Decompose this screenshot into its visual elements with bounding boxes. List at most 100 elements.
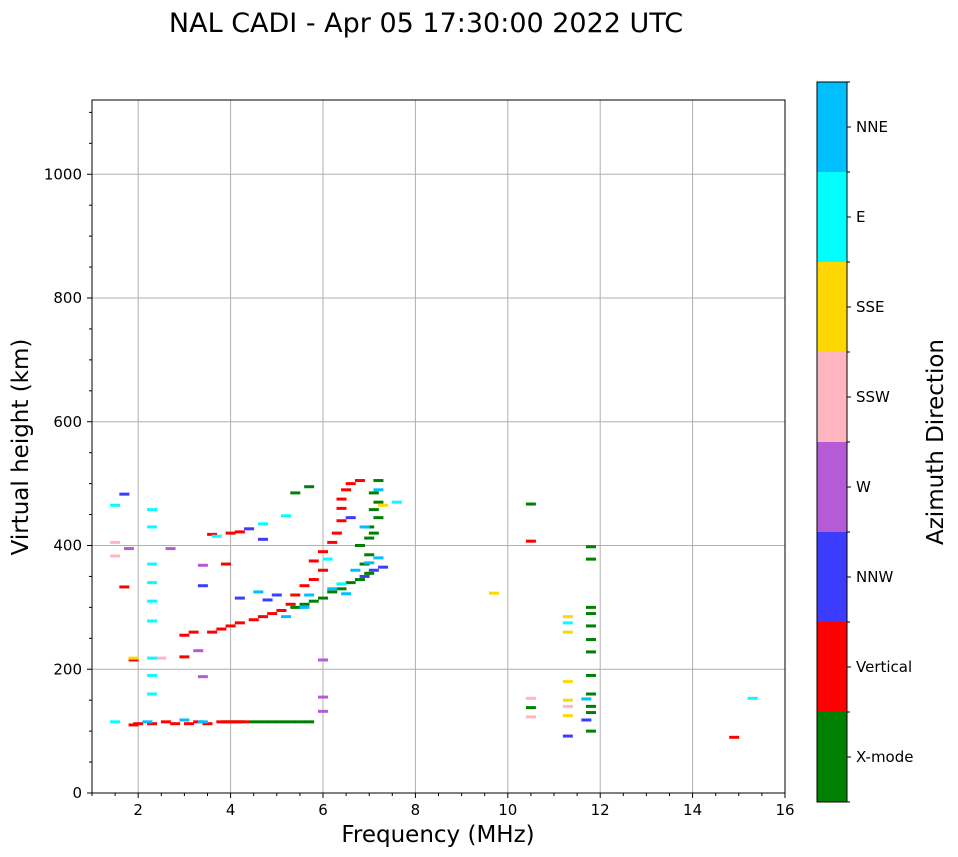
data-point-vertical xyxy=(202,722,213,726)
grid-lines xyxy=(92,100,786,794)
data-point-sse xyxy=(562,714,573,718)
data-point-e xyxy=(391,500,402,504)
data-point-x-mode xyxy=(373,479,384,483)
data-point-vertical xyxy=(230,720,241,724)
data-point-e xyxy=(147,508,158,512)
data-point-x-mode xyxy=(257,720,268,724)
data-point-nne xyxy=(253,590,264,594)
data-point-x-mode xyxy=(585,545,596,549)
data-point-x-mode xyxy=(364,536,375,540)
data-point-x-mode xyxy=(585,638,596,642)
data-point-sse xyxy=(562,630,573,634)
colorbar-segment xyxy=(817,442,847,532)
data-point-vertical xyxy=(525,539,536,543)
data-point-e xyxy=(110,503,121,507)
data-point-nne xyxy=(197,720,208,724)
data-point-nne xyxy=(581,697,592,701)
data-point-ssw xyxy=(562,704,573,708)
y-axis-label: Virtual height (km) xyxy=(8,339,34,556)
data-point-ssw xyxy=(110,554,121,558)
data-point-vertical xyxy=(220,562,231,566)
data-point-x-mode xyxy=(290,605,301,609)
data-point-vertical xyxy=(184,722,195,726)
data-point-sse xyxy=(488,591,499,595)
y-axis-ticks: 0 200 400 600 800 1000 xyxy=(44,111,92,802)
data-point-x-mode xyxy=(285,720,296,724)
data-point-x-mode xyxy=(267,720,278,724)
data-point-sse xyxy=(562,680,573,684)
colorbar-tick-label: E xyxy=(856,208,865,226)
data-point-x-mode xyxy=(248,720,259,724)
data-point-vertical xyxy=(188,630,199,634)
data-point-nne xyxy=(350,568,361,572)
data-point-x-mode xyxy=(327,590,338,594)
colorbar-tick-label: W xyxy=(856,478,871,496)
data-point-nne xyxy=(373,488,384,492)
data-point-vertical xyxy=(290,593,301,597)
colorbar-segment xyxy=(817,712,847,802)
y-tick-label: 800 xyxy=(53,289,82,307)
data-point-x-mode xyxy=(354,578,365,582)
data-point-nnw xyxy=(581,718,592,722)
data-point-e xyxy=(110,720,121,724)
data-point-x-mode xyxy=(585,704,596,708)
data-point-e xyxy=(336,582,347,586)
colorbar-tick-label: X-mode xyxy=(856,748,913,766)
colorbar-tick-label: NNE xyxy=(856,118,888,136)
data-point-nne xyxy=(327,587,338,591)
x-tick-label: 12 xyxy=(591,801,610,819)
data-point-nnw xyxy=(359,574,370,578)
data-point-e xyxy=(562,621,573,625)
data-point-x-mode xyxy=(304,720,315,724)
data-point-ssw xyxy=(156,656,167,660)
colorbar-segment xyxy=(817,622,847,712)
data-point-w xyxy=(318,658,328,662)
data-point-e xyxy=(147,525,158,529)
data-point-nnw xyxy=(119,492,130,496)
x-tick-label: 2 xyxy=(133,801,143,819)
x-axis-label: Frequency (MHz) xyxy=(341,822,534,848)
data-point-x-mode xyxy=(585,557,596,561)
data-point-x-mode xyxy=(290,491,301,495)
data-point-vertical xyxy=(119,585,130,589)
data-point-e xyxy=(147,692,158,696)
data-point-vertical xyxy=(729,735,740,739)
data-point-vertical xyxy=(239,720,250,724)
colorbar-tick-label: SSE xyxy=(856,298,885,316)
data-point-vertical xyxy=(285,602,296,606)
x-tick-label: 14 xyxy=(683,801,702,819)
data-point-nnw xyxy=(368,568,379,572)
data-point-vertical xyxy=(299,584,310,588)
data-point-x-mode xyxy=(585,729,596,733)
data-point-x-mode xyxy=(368,508,379,512)
data-point-e xyxy=(747,696,758,700)
data-point-vertical xyxy=(318,550,328,554)
data-point-vertical xyxy=(331,531,342,535)
x-tick-label: 10 xyxy=(498,801,517,819)
data-point-nnw xyxy=(378,565,389,569)
data-point-x-mode xyxy=(276,720,287,724)
data-point-vertical xyxy=(179,655,190,659)
data-point-e xyxy=(281,514,292,518)
data-point-e xyxy=(211,534,222,538)
colorbar-segment xyxy=(817,172,847,262)
colorbar-tick-label: NNW xyxy=(856,568,893,586)
data-point-vertical xyxy=(179,633,190,637)
data-point-e xyxy=(147,599,158,603)
data-point-nnw xyxy=(271,593,282,597)
colorbar-segment xyxy=(817,262,847,352)
data-point-x-mode xyxy=(304,485,315,489)
data-point-vertical xyxy=(276,608,287,612)
data-point-x-mode xyxy=(373,516,384,520)
data-point-vertical xyxy=(345,482,356,486)
data-point-x-mode xyxy=(364,553,375,557)
data-point-x-mode xyxy=(318,596,328,600)
x-tick-label: 16 xyxy=(775,801,794,819)
data-point-x-mode xyxy=(585,711,596,715)
data-points xyxy=(110,479,758,739)
data-point-e xyxy=(147,656,158,660)
data-point-x-mode xyxy=(585,612,596,616)
data-point-nnw xyxy=(244,527,255,531)
data-point-nnw xyxy=(197,584,208,588)
